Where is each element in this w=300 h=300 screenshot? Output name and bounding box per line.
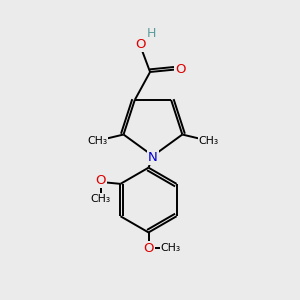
Text: CH₃: CH₃ bbox=[87, 136, 107, 146]
Text: O: O bbox=[143, 242, 154, 255]
Text: CH₃: CH₃ bbox=[199, 136, 219, 146]
Text: N: N bbox=[148, 151, 158, 164]
Text: O: O bbox=[136, 38, 146, 51]
Text: CH₃: CH₃ bbox=[160, 243, 181, 253]
Text: H: H bbox=[147, 27, 156, 40]
Text: CH₃: CH₃ bbox=[91, 194, 111, 204]
Text: O: O bbox=[95, 174, 106, 188]
Text: O: O bbox=[176, 63, 186, 76]
